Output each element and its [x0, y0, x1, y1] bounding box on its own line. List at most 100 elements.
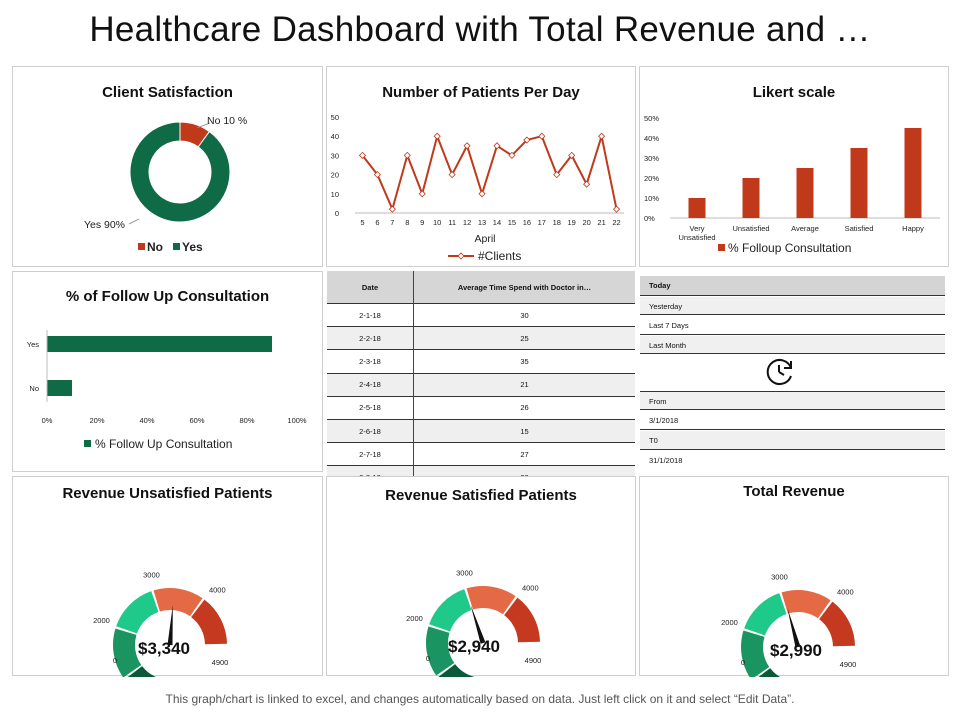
range-last-month[interactable]: Last Month: [640, 336, 945, 354]
gauge-value: $2,990: [770, 641, 822, 660]
range-today[interactable]: Today: [640, 276, 945, 296]
gauge-needle: [787, 608, 801, 648]
follow-up-bar-chart: Yes No 0% 20% 40% 60% 80% 100% % Follow Up Consu…: [27, 330, 307, 451]
table-row: 2-3-18 35: [327, 349, 635, 374]
y-tick-label: No: [29, 384, 39, 393]
gauge-band: [153, 588, 203, 617]
panel-title: Likert scale: [752, 84, 836, 101]
follow-up-panel[interactable]: % of Follow Up Consultation Yes No 0% 20% 40…: [12, 271, 323, 472]
gauge-needle: [167, 605, 173, 646]
y-tick-label: 0: [335, 209, 339, 218]
range-from-label: From: [640, 391, 945, 410]
y-tick-label: 30%: [644, 154, 659, 163]
patients-per-day-panel[interactable]: Number of Patients Per Day 0 10 20 30 40 50 5 6…: [326, 66, 636, 267]
x-tick-label: 80%: [239, 416, 254, 425]
callout-line: [196, 122, 211, 129]
donut-slice-yes: [129, 121, 231, 223]
likert-panel[interactable]: Likert scale 0% 10% 20% 30% 40% 50% Very Unsati…: [639, 66, 949, 267]
table-cell-avg-time: 35: [413, 349, 635, 374]
legend-swatch-yes: [173, 243, 180, 250]
table-row: 2-2-18 25: [327, 326, 635, 350]
y-tick-label: 10: [331, 190, 339, 199]
x-tick-label: 0%: [42, 416, 53, 425]
slice-label-no: No 10 %: [207, 115, 247, 127]
y-tick-label: 0%: [644, 214, 655, 223]
range-to-label: T0: [640, 431, 945, 450]
bar: [796, 168, 814, 218]
data-point: [612, 205, 621, 213]
y-tick-label: Yes: [27, 340, 39, 349]
data-point: [508, 151, 516, 159]
gauge-tick-label: 2000: [406, 614, 423, 623]
table-cell-date: 2-2-18: [327, 326, 414, 350]
data-point: [433, 132, 441, 140]
panel-title: Number of Patients Per Day: [382, 84, 580, 101]
x-tick-label: 60%: [189, 416, 204, 425]
gauge-band: [429, 589, 472, 632]
clock-refresh-icon[interactable]: [763, 355, 797, 389]
gauge-band: [741, 630, 770, 677]
donut-chart: No 10 % Yes 90% No Yes: [84, 115, 247, 254]
table-cell-avg-time: 26: [413, 395, 635, 420]
data-point: [598, 132, 606, 140]
legend-label-no: No: [147, 240, 163, 254]
bar: [850, 148, 868, 218]
x-tick-label: 20: [582, 218, 590, 227]
y-tick-label: 50: [331, 113, 339, 122]
legend-swatch-no: [138, 243, 145, 250]
x-tick-label: 7: [390, 218, 394, 227]
table-row: 2-6-18 15: [327, 418, 635, 443]
table-cell-date: 2-1-18: [327, 302, 414, 327]
table-row: 2-4-18 21: [327, 372, 635, 397]
data-point: [358, 151, 367, 159]
legend-label: % Follow Up Consultation: [95, 437, 232, 451]
gauge-value: $3,340: [138, 639, 190, 658]
bar: [904, 128, 922, 218]
x-tick-label: 14: [493, 218, 501, 227]
legend-swatch: [84, 440, 91, 447]
table-cell-avg-time: 21: [413, 372, 635, 397]
column-header-date[interactable]: Date: [327, 271, 414, 304]
gauge-panel-total[interactable]: Total Revenue 010002000300040004900 $2,9…: [639, 476, 949, 677]
x-tick-label: Happy: [902, 224, 924, 233]
bar: [742, 178, 760, 218]
gauge-panel-satisfied[interactable]: Revenue Satisfied Patients 0100020003000…: [326, 476, 636, 677]
gauge-tick-label: 4900: [525, 656, 542, 665]
gauge-needle: [470, 604, 486, 644]
bar-yes: [47, 336, 272, 352]
x-tick-label: Unsatisfied: [678, 233, 715, 242]
data-point: [583, 180, 591, 188]
panel-title: Total Revenue: [743, 483, 845, 500]
y-tick-label: 20%: [644, 174, 659, 183]
x-tick-label: 18: [553, 218, 561, 227]
y-tick-label: 20: [331, 171, 339, 180]
y-tick-label: 40%: [644, 134, 659, 143]
gauge-tick-label: 3000: [771, 572, 788, 581]
x-tick-label: 11: [448, 218, 456, 227]
range-yesterday[interactable]: Yesterday: [640, 297, 945, 315]
range-from-date[interactable]: 3/1/2018: [640, 411, 945, 430]
y-tick-label: 50%: [644, 114, 659, 123]
x-tick-label: 12: [463, 218, 471, 227]
y-tick-label: 10%: [644, 194, 659, 203]
client-satisfaction-panel[interactable]: Client Satisfaction No 10 % Yes 90% No Yes: [12, 66, 323, 267]
gauge-tick-label: 4900: [212, 658, 229, 667]
table-row: 2-1-18 30: [327, 302, 635, 327]
data-point: [448, 171, 456, 179]
gauge-panel-unsatisfied[interactable]: Revenue Unsatisfied Patients 01000200030…: [12, 476, 323, 677]
x-tick-label: 100%: [287, 416, 307, 425]
range-last-7-days[interactable]: Last 7 Days: [640, 316, 945, 335]
gauge-band: [744, 593, 787, 636]
gauge-tick-label: 2000: [93, 616, 110, 625]
x-tick-label: 8: [405, 218, 409, 227]
range-to-date[interactable]: 31/1/2018: [640, 451, 945, 469]
gauge-band: [113, 628, 142, 677]
gauge-chart: 010002000300040004900: [406, 568, 542, 677]
page-title: Healthcare Dashboard with Total Revenue …: [89, 10, 871, 49]
column-header-avg-time[interactable]: Average Time Spend with Doctor in…: [413, 271, 635, 304]
table-header-row: Date Average Time Spend with Doctor in…: [327, 271, 635, 304]
panel-title: Client Satisfaction: [102, 84, 233, 101]
legend-swatch: [718, 244, 725, 251]
legend-label-yes: Yes: [182, 240, 203, 254]
x-axis-label: April: [474, 233, 495, 245]
